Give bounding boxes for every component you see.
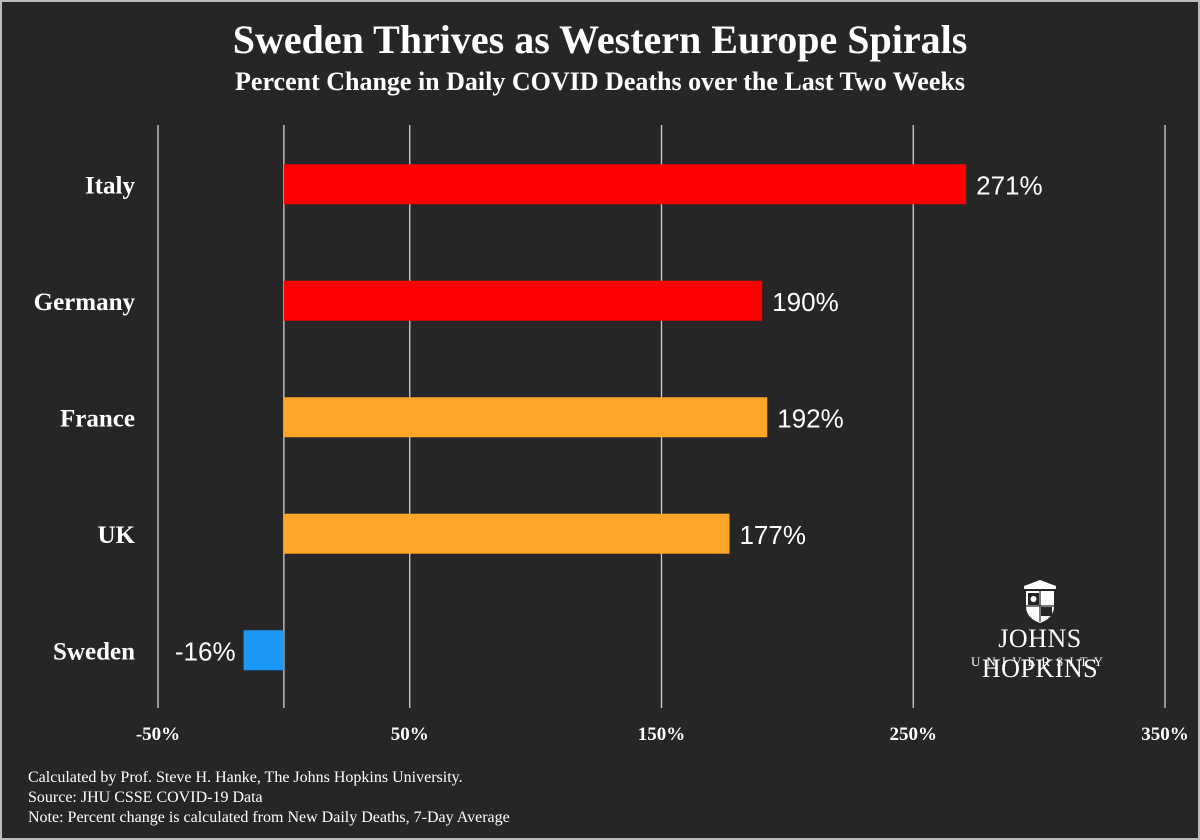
category-label: Italy xyxy=(85,172,136,199)
bar-chart: -50% 50% 150% 250% 350% Italy 271% Germany 190% F… xyxy=(34,125,1189,745)
bar-italy xyxy=(283,164,967,205)
footnote-line: Calculated by Prof. Steve H. Hanke, The … xyxy=(28,769,463,786)
x-tick-label: 50% xyxy=(391,724,429,745)
x-tick-label: 250% xyxy=(890,724,938,745)
data-label: 271% xyxy=(976,170,1042,200)
category-label: Germany xyxy=(34,289,136,316)
data-label: 190% xyxy=(772,287,839,317)
category-label: UK xyxy=(98,522,136,549)
bar-sweden xyxy=(243,630,284,671)
footnote-line: Source: JHU CSSE COVID-19 Data xyxy=(28,789,263,806)
logo-name: JOHNS HOPKINS xyxy=(981,624,1099,683)
logo-subtitle: UNIVERSITY xyxy=(971,654,1109,669)
bar-france xyxy=(283,397,768,438)
bar-germany xyxy=(283,280,763,321)
university-shield-icon xyxy=(1024,580,1056,623)
footnote-line: Note: Percent change is calculated from … xyxy=(28,809,510,826)
chart-title: Sweden Thrives as Western Europe Spirals xyxy=(232,17,968,62)
x-tick-label: -50% xyxy=(136,724,180,745)
category-label: Sweden xyxy=(53,638,135,665)
x-tick-label: 150% xyxy=(638,724,686,745)
footnotes: Calculated by Prof. Steve H. Hanke, The … xyxy=(28,768,510,828)
x-tick-label: 350% xyxy=(1141,724,1189,745)
data-label: 177% xyxy=(739,520,806,550)
data-label: 192% xyxy=(777,403,844,433)
chart-subtitle: Percent Change in Daily COVID Deaths ove… xyxy=(235,67,965,96)
johns-hopkins-logo: JOHNS HOPKINS UNIVERSITY xyxy=(938,578,1142,683)
category-label: France xyxy=(60,405,135,432)
bar-uk xyxy=(283,513,730,554)
data-label: -16% xyxy=(175,636,236,666)
